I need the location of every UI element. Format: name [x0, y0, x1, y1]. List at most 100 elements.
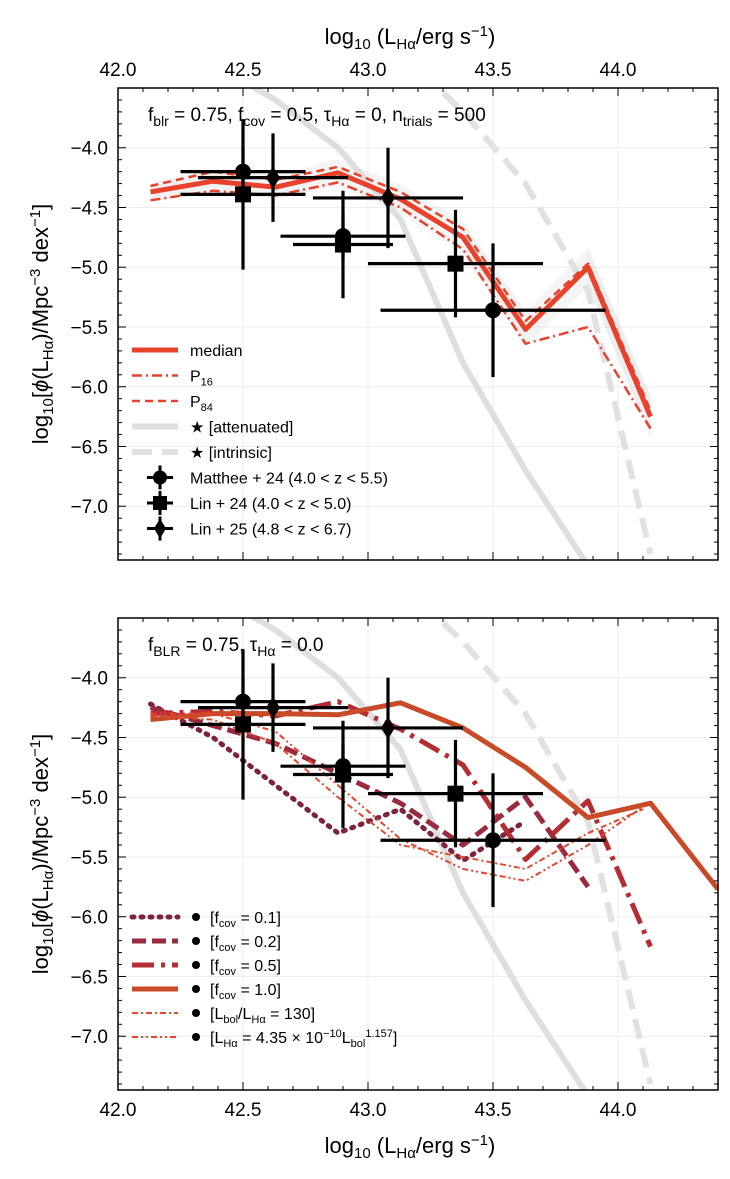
data-point-circle [485, 832, 501, 849]
data-point-square [235, 186, 251, 203]
legend-item: median [132, 343, 242, 360]
data-point-square [447, 255, 464, 272]
legend-item: [fcov = 0.2] [132, 934, 281, 954]
legend-item: [fcov = 0.5] [132, 958, 281, 978]
legend-label: ★ [attenuated] [190, 420, 293, 437]
x-tick-label: 44.0 [600, 60, 637, 81]
x-tick-label: 42.0 [100, 60, 137, 81]
legend-bullet [192, 961, 200, 969]
x-tick-label: 44.0 [600, 1100, 637, 1121]
panel-annotation: fblr = 0.75, fcov = 0.5, τHα = 0, ntrial… [148, 105, 486, 129]
legend-bullet [192, 1033, 200, 1041]
series-line-p16 [150, 181, 652, 430]
legend-item: P16 [132, 369, 213, 389]
data-point-square [235, 716, 251, 733]
legend-label: [fcov = 0.5] [210, 958, 281, 978]
data-point-circle [485, 302, 501, 319]
y-tick-label: −4.5 [70, 728, 108, 749]
legend-label: [LHα = 4.35 × 10−10Lbol1.157] [210, 1028, 397, 1050]
legend-marker-square [153, 496, 167, 510]
legend-item: Lin + 25 (4.8 < z < 6.7) [147, 516, 351, 541]
series-line-intr [433, 88, 654, 555]
x-tick-label: 43.0 [350, 1100, 387, 1121]
panel-annotation: fBLR = 0.75, τHα = 0.0 [148, 635, 324, 659]
series-line-p84 [150, 165, 652, 412]
legend-item: Matthee + 24 (4.0 < z < 5.5) [147, 465, 388, 490]
x-tick-label: 43.5 [475, 60, 512, 81]
top-axis-label: log10 (LHα/erg s−1) [325, 23, 496, 53]
legend-label: P84 [190, 394, 213, 414]
plot-frame [117, 617, 719, 1091]
y-axis-label: log10[ϕ(LHα)/Mpc−3 dex−1] [27, 204, 57, 444]
legend-label: [fcov = 0.2] [210, 934, 281, 954]
legend-label: [Lbol/LHα = 130] [210, 1006, 315, 1026]
y-tick-label: −5.0 [70, 788, 108, 809]
legend-label: ★ [intrinsic] [190, 445, 272, 462]
legend-bullet [192, 985, 200, 993]
series-line-fcov02 [149, 705, 591, 889]
legend-bullet [192, 1009, 200, 1017]
legend-label: [fcov = 1.0] [210, 982, 281, 1002]
y-tick-label: −4.5 [70, 198, 108, 219]
legend-item: [fcov = 1.0] [132, 982, 281, 1002]
legend: median P16 P84 ★ [attenuated] ★ [intrinsic] M… [132, 343, 388, 541]
x-tick-label: 42.5 [225, 60, 262, 81]
legend-bullet [192, 937, 200, 945]
y-tick-label: −5.5 [70, 848, 108, 869]
trial-line [150, 180, 652, 430]
x-tick-label: 43.5 [475, 1100, 512, 1121]
legend-bullet [192, 913, 200, 921]
y-tick-label: −4.0 [70, 139, 108, 160]
y-tick-label: −7.0 [70, 1027, 108, 1048]
y-tick-label: −4.0 [70, 669, 108, 690]
series-line-fcov05 [150, 699, 653, 948]
legend-label: Lin + 24 (4.0 < z < 5.0) [190, 496, 351, 513]
data-point-diamond [381, 716, 395, 739]
trial-line [150, 178, 652, 427]
bottom-panel: −4.0 −4.5 −5.0 −5.5 −6.0 −6.5 −7.0 42.0 42.5 43.0… [27, 617, 719, 1121]
legend-label: median [190, 343, 242, 360]
trial-line [150, 167, 652, 411]
top-panel: −4.0 −4.5 −5.0 −5.5 −6.0 −6.5 −7.0 42.0 42.5 43.0… [27, 60, 719, 561]
series-line-att [248, 618, 588, 1090]
y-tick-label: −5.5 [70, 318, 108, 339]
legend-label: P16 [190, 369, 213, 389]
observations [180, 649, 606, 908]
legend: [fcov = 0.1] [fcov = 0.2] [fcov = 0.5] [fco… [129, 910, 397, 1050]
series-line-lbol [150, 714, 644, 870]
bottom-axis-label: log10 (LHα/erg s−1) [325, 1132, 496, 1162]
series-line-fcov01 [148, 701, 528, 864]
data-point-diamond [266, 166, 280, 189]
y-tick-label: −6.0 [70, 378, 108, 399]
trial-line [150, 165, 652, 408]
legend-marker-diamond [154, 518, 166, 539]
y-tick-label: −6.5 [70, 967, 108, 988]
legend-item: [fcov = 0.1] [129, 910, 281, 930]
ticks [117, 88, 719, 560]
y-axis-label: log10[ϕ(LHα)/Mpc−3 dex−1] [27, 734, 57, 974]
y-tick-label: −6.0 [70, 908, 108, 929]
y-tick-label: −6.5 [70, 437, 108, 458]
data-point-square [447, 785, 464, 802]
trial-line [150, 176, 652, 424]
legend-item: P84 [132, 394, 213, 414]
legend-item: ★ [intrinsic] [132, 445, 272, 462]
series-line-intr [433, 618, 654, 1085]
legend-item: Lin + 24 (4.0 < z < 5.0) [147, 491, 351, 515]
legend-marker-circle [153, 470, 167, 485]
data-point-diamond [381, 186, 395, 209]
legend-label: [fcov = 0.1] [210, 910, 281, 930]
y-tick-label: −7.0 [70, 497, 108, 518]
x-tick-label: 43.0 [350, 60, 387, 81]
plot-area [148, 618, 718, 1090]
observations [180, 119, 606, 378]
x-tick-label: 42.5 [225, 1100, 262, 1121]
legend-label: Matthee + 24 (4.0 < z < 5.5) [190, 471, 388, 488]
plot-area [150, 88, 654, 560]
legend-item: [LHα = 4.35 × 10−10Lbol1.157] [132, 1028, 397, 1050]
ticks [117, 618, 719, 1090]
legend-item: ★ [attenuated] [132, 420, 293, 437]
data-point-square [335, 766, 351, 783]
